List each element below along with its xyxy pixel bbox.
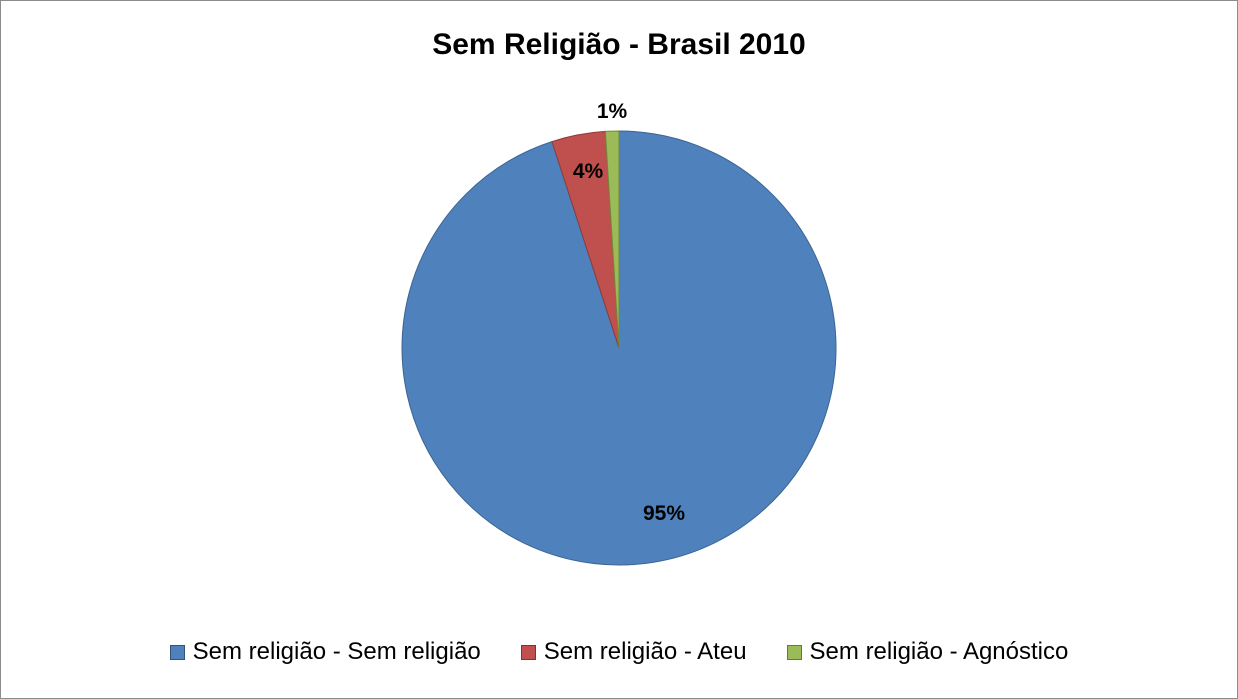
- legend-item-0: Sem religião - Sem religião: [169, 638, 481, 666]
- legend-swatch-1: [520, 644, 536, 660]
- legend-label-1: Sem religião - Ateu: [543, 638, 747, 665]
- chart-title: Sem Religião - Brasil 2010: [432, 28, 806, 61]
- legend-item-2: Sem religião - Agnóstico: [786, 638, 1069, 666]
- legend-label-2: Sem religião - Agnóstico: [809, 638, 1069, 665]
- legend-swatch-2: [786, 644, 802, 660]
- slice-data-label-2: 1%: [597, 100, 628, 123]
- legend-item-1: Sem religião - Ateu: [520, 638, 747, 666]
- legend-label-0: Sem religião - Sem religião: [192, 638, 481, 665]
- slice-data-label-0: 95%: [643, 502, 685, 525]
- legend-swatch-0: [169, 644, 185, 660]
- chart-legend: Sem religião - Sem religião Sem religião …: [0, 638, 1238, 666]
- slice-data-label-1: 4%: [573, 160, 604, 183]
- pie-slice-2: [604, 130, 620, 349]
